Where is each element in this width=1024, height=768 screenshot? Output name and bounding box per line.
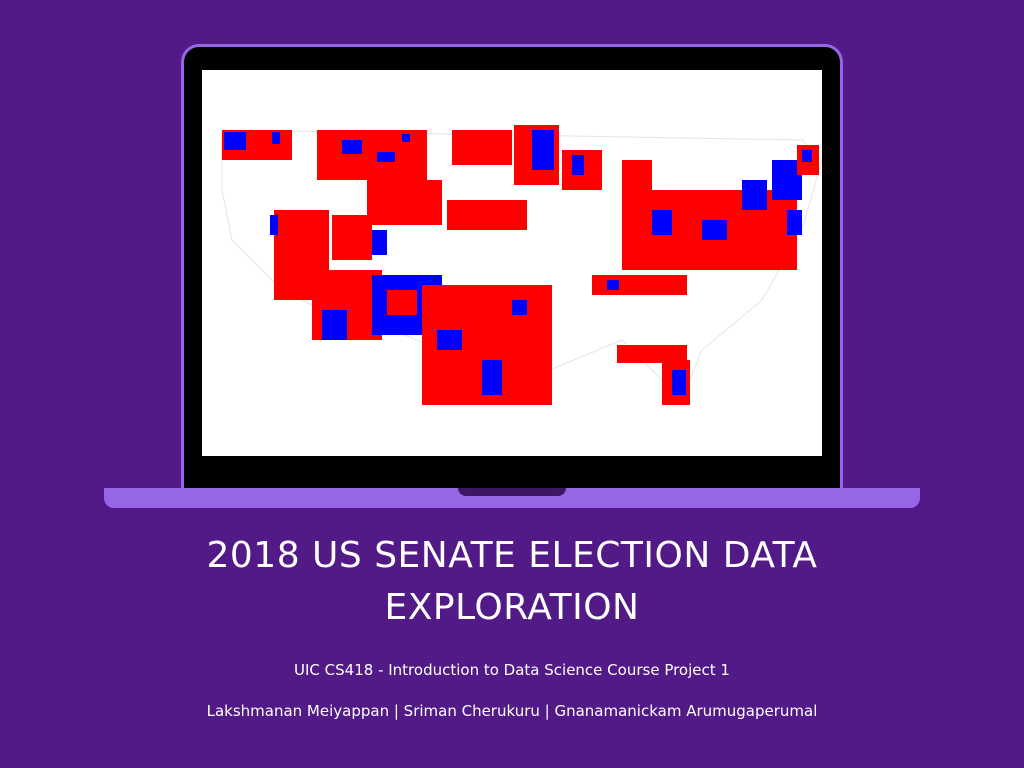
title-line-2: EXPLORATION xyxy=(0,582,1024,634)
laptop-notch xyxy=(458,488,566,496)
title-line-1: 2018 US SENATE ELECTION DATA xyxy=(0,530,1024,582)
authors-line: Lakshmanan Meiyappan | Sriman Cherukuru … xyxy=(0,700,1024,722)
laptop-screen xyxy=(202,70,822,456)
us-county-election-map xyxy=(202,70,822,456)
course-subtitle: UIC CS418 - Introduction to Data Science… xyxy=(0,659,1024,681)
page-title: 2018 US SENATE ELECTION DATA EXPLORATION xyxy=(0,530,1024,634)
